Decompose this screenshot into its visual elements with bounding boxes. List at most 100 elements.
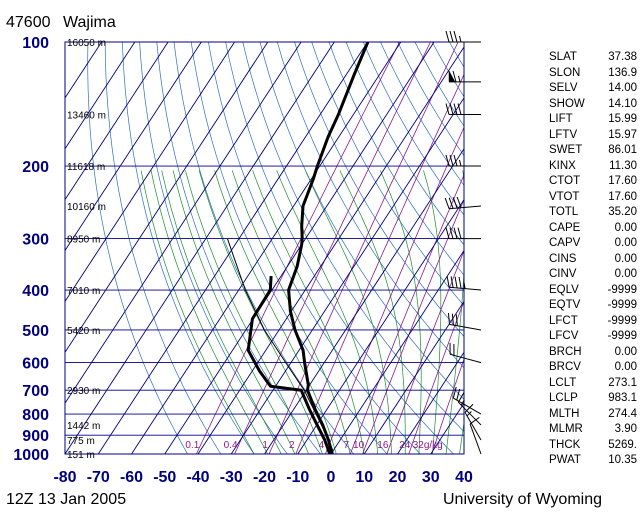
wind-barb-flag: [445, 227, 450, 239]
index-key: CAPE: [549, 221, 581, 234]
wind-barb-flag: [451, 313, 454, 326]
wind-barb: [445, 154, 481, 167]
index-key: MLTH: [549, 407, 580, 420]
wind-barb-flag: [452, 386, 457, 399]
dry-adiabat-line: [311, 42, 464, 307]
isotherm-line: [297, 198, 464, 454]
temperature-profile-line: [287, 42, 370, 454]
wind-barb-half-flag: [463, 282, 466, 289]
index-key: SLON: [549, 66, 581, 79]
wind-barb-flag: [449, 103, 454, 115]
index-value: 15.97: [608, 128, 637, 141]
wind-barb-flag: [448, 197, 454, 209]
profile-layer: [226, 42, 370, 454]
index-value: 14.10: [608, 97, 637, 110]
wind-barb-flag: [457, 392, 465, 403]
dry-adiabat-line: [208, 42, 421, 454]
wind-barb-flag: [445, 103, 450, 115]
pressure-tick-label: 200: [22, 159, 49, 176]
wind-barb-half-flag: [459, 35, 462, 43]
wind-barb-half-flag: [458, 75, 461, 83]
moist-adiabat-line: [252, 170, 365, 454]
index-key: CTOT: [549, 175, 581, 187]
isotherm-line: [65, 42, 169, 201]
wind-barb-staff: [469, 423, 482, 455]
index-row: MLTH 274.4: [549, 407, 637, 423]
index-row: EQTV -9999: [549, 298, 637, 314]
moist-adiabat-line: [214, 170, 337, 454]
index-row: LCLP 983.1: [549, 391, 637, 407]
wind-barb-staff: [464, 412, 482, 441]
mixing-ratio-line: [408, 300, 464, 454]
temperature-tick-label: -50: [153, 469, 176, 486]
wind-barb-half-flag: [466, 411, 472, 417]
temperature-tick-label: -40: [186, 469, 209, 486]
wind-barb: [444, 196, 482, 210]
index-value: -9999: [607, 283, 637, 296]
height-label: 8950 m: [67, 235, 100, 246]
mixing-ratio-line: [349, 174, 464, 454]
index-row: SLON 136.9: [549, 66, 637, 82]
index-row: TOTL 35.20: [549, 205, 637, 221]
wind-barb-staff: [449, 353, 482, 364]
index-row: THCK 5269.: [549, 438, 637, 454]
mixing-ratio-label: 1: [262, 440, 268, 451]
wind-barb-flag: [454, 276, 458, 289]
wind-barb-pennant: [448, 70, 456, 83]
wind-barb-flag: [456, 196, 462, 208]
wind-barb: [448, 70, 481, 83]
index-key: PWAT: [549, 454, 581, 466]
dry-adiabat-line: [87, 42, 188, 454]
wind-barb-flag: [444, 197, 450, 209]
index-row: CINV 0.00: [549, 267, 637, 283]
height-label: 11618 m: [67, 162, 105, 173]
index-value: 5269.: [608, 438, 637, 451]
index-value: 35.20: [608, 206, 637, 218]
index-value: 0.00: [614, 268, 637, 280]
index-value: 37.38: [608, 51, 637, 63]
height-label: 151 m: [67, 450, 95, 461]
wind-barb: [452, 386, 482, 415]
dry-adiabat-line: [225, 42, 454, 454]
wind-barb-flag: [457, 103, 462, 115]
moist-adiabat-line: [459, 420, 464, 454]
isotherm-line: [65, 42, 202, 252]
pressure-tick-label: 800: [22, 407, 49, 424]
pressure-tick-label: 700: [22, 383, 49, 400]
index-key: THCK: [549, 438, 581, 451]
index-row: SWET 86.01: [549, 143, 637, 159]
height-label: 13460 m: [67, 111, 106, 122]
index-value: -9999: [607, 314, 637, 327]
height-label: 2930 m: [67, 386, 100, 397]
index-value: 136.9: [608, 66, 637, 79]
index-value: 17.60: [608, 190, 637, 203]
height-label: 5420 m: [67, 326, 100, 337]
height-label: 10160 m: [67, 202, 106, 213]
index-row: SELV 14.00: [549, 81, 637, 97]
mixing-ratio-line: [195, 42, 400, 454]
station-id: 47600: [6, 14, 51, 31]
dry-adiabat-line: [104, 42, 222, 454]
index-value: 3.90: [614, 423, 637, 435]
wind-barb-flag: [449, 30, 454, 43]
wind-barb-staff: [449, 323, 482, 331]
wind-barb-flag: [457, 227, 462, 239]
index-value: 983.1: [608, 392, 637, 404]
index-row: BRCH 0.00: [549, 345, 637, 361]
pressure-tick-label: 1000: [13, 447, 49, 464]
moist-adiabat-line: [172, 170, 296, 454]
pressure-tick-label: 300: [22, 232, 49, 249]
index-row: BRCV 0.00: [549, 360, 637, 376]
dry-adiabat-line: [294, 42, 464, 337]
temperature-tick-label: 10: [355, 469, 373, 486]
mixing-ratio-line: [324, 126, 464, 454]
index-key: LCLP: [549, 392, 578, 404]
index-value: 14.00: [608, 82, 637, 94]
wind-barb: [445, 30, 481, 43]
isotherm-line: [97, 42, 368, 454]
isotherm-line: [330, 249, 464, 454]
index-key: TOTL: [549, 206, 579, 218]
height-label: 1442 m: [67, 421, 100, 432]
index-row: SLAT 37.38: [549, 50, 637, 66]
